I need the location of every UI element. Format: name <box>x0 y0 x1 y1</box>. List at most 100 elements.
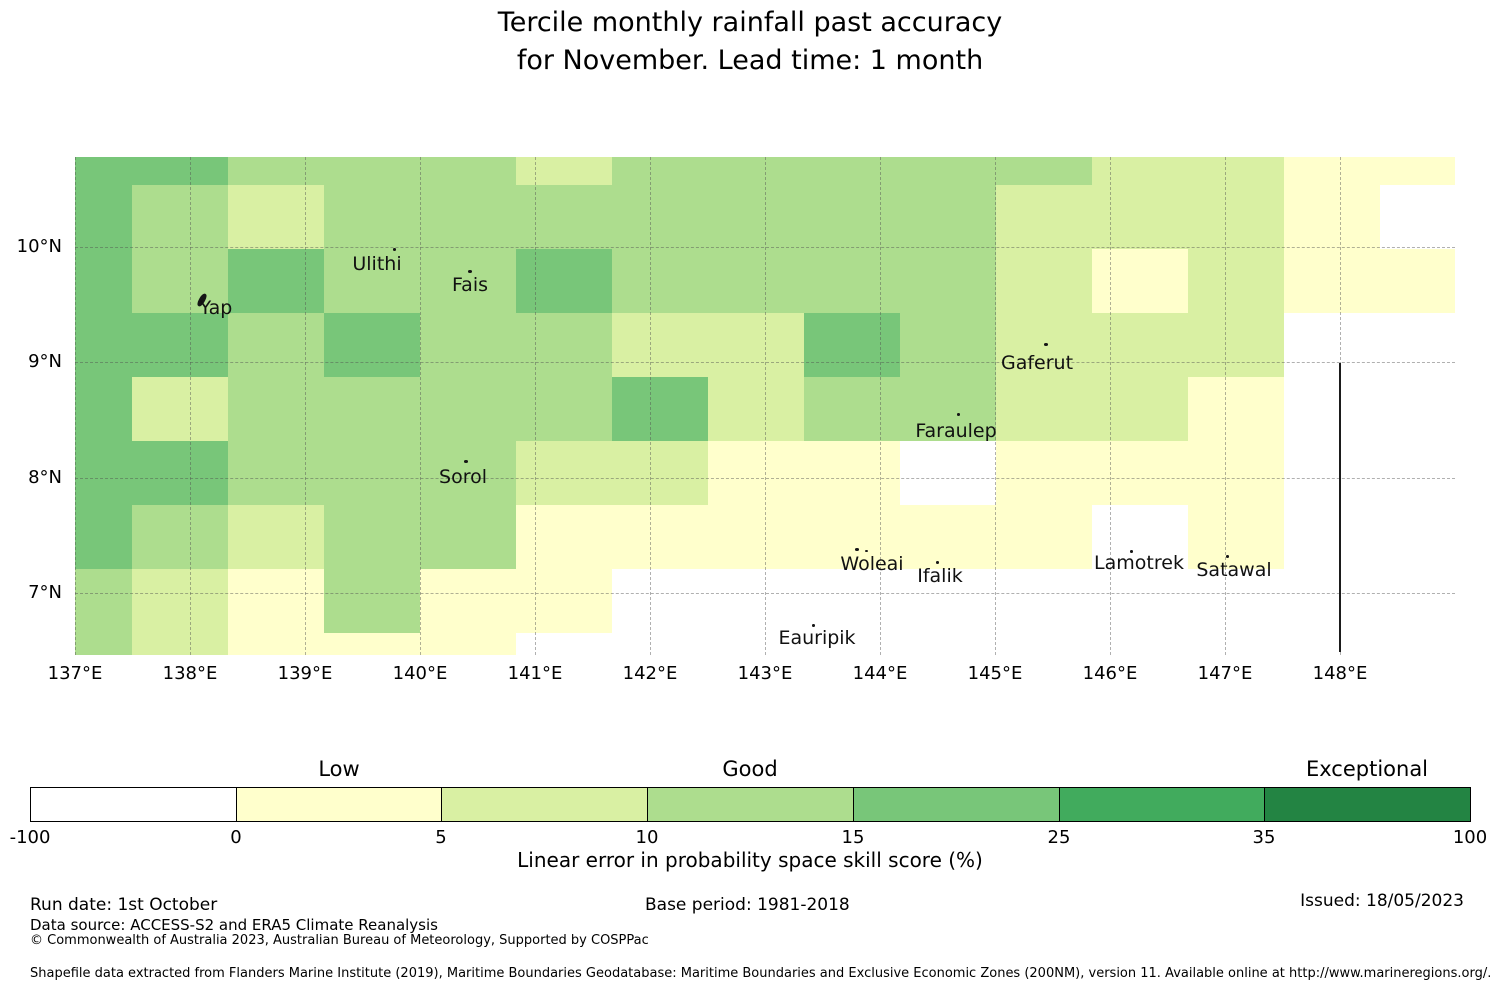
map-cell <box>420 633 516 655</box>
island-dot <box>393 248 396 251</box>
map-cell <box>804 441 900 505</box>
island-dot <box>468 270 472 273</box>
island-label: Faraulep <box>915 420 997 442</box>
map-cell <box>996 249 1092 313</box>
colorbar-segment <box>647 787 854 822</box>
colorbar-segment <box>853 787 1060 822</box>
map-cell <box>1188 377 1284 441</box>
map-cell <box>420 185 516 249</box>
island-dot <box>1226 555 1229 558</box>
map-cell <box>324 313 420 377</box>
map-cell <box>804 313 900 377</box>
map-cell <box>996 441 1092 505</box>
map-cell <box>420 569 516 633</box>
map-cell <box>1380 569 1455 633</box>
map-cell <box>132 377 228 441</box>
run-date-text: Run date: 1st October <box>30 895 218 915</box>
map-cell <box>228 377 324 441</box>
page-title-line-1: Tercile monthly rainfall past accuracy <box>497 7 1003 38</box>
map-cell <box>228 313 324 377</box>
map-cell <box>1092 505 1188 569</box>
map-cell <box>612 633 708 655</box>
gridline-horizontal <box>75 478 1455 479</box>
map-cell <box>516 185 612 249</box>
map-cell <box>1188 249 1284 313</box>
map-cell <box>516 313 612 377</box>
island-dot <box>855 548 859 551</box>
map-cell <box>324 249 420 313</box>
colorbar-segment <box>30 787 237 822</box>
map-cell <box>132 313 228 377</box>
map-cell <box>1092 249 1188 313</box>
map-cell <box>804 377 900 441</box>
map-cell <box>132 569 228 633</box>
map-cell <box>804 505 900 569</box>
map-cell <box>708 377 804 441</box>
map-cell <box>516 633 612 655</box>
colorbar-tick-label: 5 <box>435 827 447 848</box>
shapefile-credit-text: Shapefile data extracted from Flanders M… <box>30 966 1492 981</box>
colorbar-segment <box>1264 787 1471 822</box>
map-cell <box>228 249 324 313</box>
colorbar-region-label: Good <box>722 757 778 781</box>
map-cell <box>1092 441 1188 505</box>
x-tick-label: 148°E <box>1312 663 1368 684</box>
map-cell <box>420 505 516 569</box>
map-cell <box>708 441 804 505</box>
map-cell <box>132 185 228 249</box>
y-tick-label: 10°N <box>16 236 62 258</box>
map-cell <box>708 185 804 249</box>
map-cell <box>900 505 996 569</box>
island-label: Yap <box>199 297 233 319</box>
colorbar-segment <box>441 787 648 822</box>
map-cell <box>132 505 228 569</box>
colorbar-tick-label: 100 <box>1452 827 1488 848</box>
island-dot <box>865 550 868 552</box>
map-cell <box>900 313 996 377</box>
map-cell <box>75 441 132 505</box>
island-label: Ifalik <box>917 565 963 587</box>
island-label: Sorol <box>439 466 487 488</box>
colorbar-segment <box>1059 787 1265 822</box>
map-cell <box>612 185 708 249</box>
map-cell <box>1092 313 1188 377</box>
map-cell <box>804 569 900 633</box>
island-label: Gaferut <box>1000 352 1074 374</box>
map-cell <box>1092 633 1188 655</box>
map-cell <box>1284 249 1380 313</box>
x-tick-label: 140°E <box>392 663 448 684</box>
colorbar-tick-label: 15 <box>841 827 865 848</box>
x-tick-label: 138°E <box>162 663 218 684</box>
island-label: Satawal <box>1196 559 1272 581</box>
map-cell <box>132 633 228 655</box>
map-cell <box>1188 441 1284 505</box>
x-tick-label: 144°E <box>852 663 908 684</box>
map-cell <box>1092 569 1188 633</box>
map-cell <box>900 249 996 313</box>
map-cell <box>420 441 516 505</box>
colorbar-axis-label: Linear error in probability space skill … <box>517 848 983 872</box>
x-tick-label: 143°E <box>737 663 793 684</box>
gridline-vertical <box>650 157 651 655</box>
map-cell <box>1188 157 1284 185</box>
map-cell <box>708 505 804 569</box>
base-period-text: Base period: 1981-2018 <box>645 895 850 915</box>
island-label: Woleai <box>840 553 904 575</box>
map-cell <box>1284 569 1380 633</box>
map-cell <box>516 505 612 569</box>
y-tick-label: 8°N <box>28 467 62 489</box>
map-cell <box>1380 157 1455 185</box>
map-cell <box>75 569 132 633</box>
gridline-vertical <box>75 157 76 655</box>
map-cell <box>228 569 324 633</box>
x-tick-label: 145°E <box>967 663 1023 684</box>
map-cell <box>612 441 708 505</box>
island-dot <box>812 624 815 627</box>
map-cell <box>900 185 996 249</box>
map-cell <box>900 569 996 633</box>
island-dot <box>1130 550 1133 553</box>
map-cell <box>516 441 612 505</box>
island-dot <box>936 561 939 564</box>
map-cell <box>516 157 612 185</box>
x-tick-label: 147°E <box>1197 663 1253 684</box>
